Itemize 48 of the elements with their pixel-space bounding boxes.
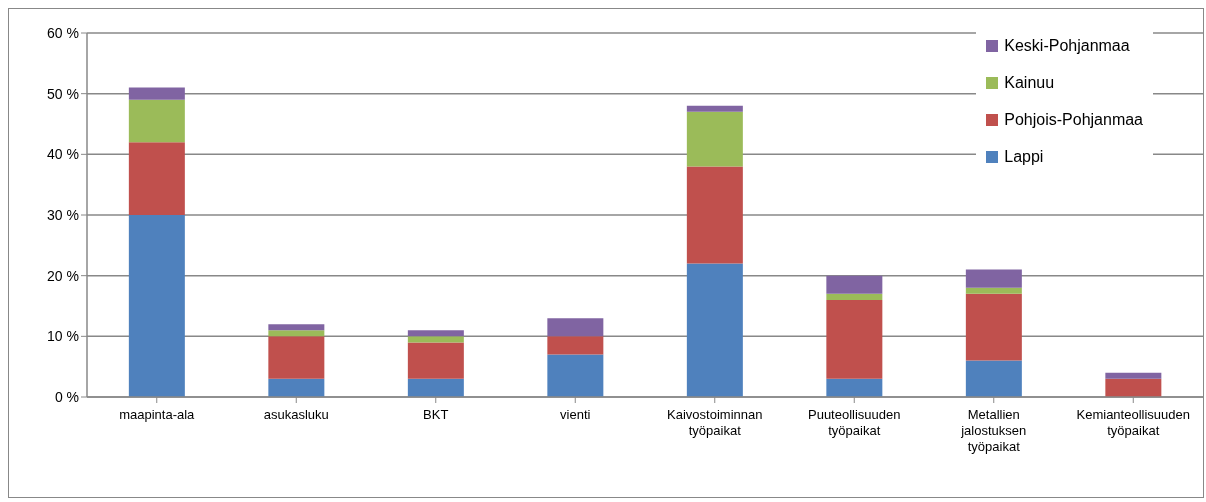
x-tick-label: vienti <box>560 407 591 422</box>
x-tick-label: Metallien jalostuksen työpaikat <box>960 407 1027 454</box>
bar <box>1105 372 1162 379</box>
bar <box>686 166 743 264</box>
legend-label: Keski-Pohjanmaa <box>1004 36 1130 55</box>
bar <box>686 111 743 167</box>
bar <box>547 336 604 355</box>
bar <box>268 378 325 397</box>
y-tick-label: 50 % <box>47 85 79 102</box>
bar <box>407 336 464 343</box>
bar <box>1105 378 1162 397</box>
y-tick-label: 20 % <box>47 267 79 284</box>
bar <box>826 275 883 294</box>
bar <box>268 330 325 337</box>
bar <box>826 299 883 379</box>
bar <box>547 354 604 397</box>
bar <box>128 142 185 215</box>
legend-label: Kainuu <box>1004 73 1055 92</box>
legend-label: Lappi <box>1004 147 1044 166</box>
bar <box>128 87 185 100</box>
bar <box>128 99 185 143</box>
bar <box>826 293 883 300</box>
bar <box>826 378 883 397</box>
bar <box>268 324 325 331</box>
bar <box>547 318 604 337</box>
bar <box>965 360 1022 397</box>
y-tick-label: 60 % <box>47 24 79 41</box>
bar <box>128 215 185 397</box>
bar <box>407 378 464 397</box>
bar <box>965 293 1022 361</box>
y-tick-label: 40 % <box>47 146 79 163</box>
x-tick-label: Kemianteollisuuden työpaikat <box>1076 407 1190 438</box>
x-tick-label: Kaivostoiminnan työpaikat <box>667 407 763 438</box>
y-tick-label: 10 % <box>47 328 79 345</box>
bar <box>407 330 464 337</box>
x-tick-label: Puuteollisuuden työpaikat <box>807 407 901 438</box>
bar <box>268 336 325 379</box>
x-tick-label: maapinta-ala <box>119 407 196 422</box>
bar <box>965 287 1022 294</box>
y-tick-label: 0 % <box>54 388 79 405</box>
x-tick-label: BKT <box>423 407 449 422</box>
bar <box>965 269 1022 288</box>
bar <box>686 105 743 112</box>
legend-label: Pohjois-Pohjanmaa <box>1004 110 1143 129</box>
bar <box>686 263 743 397</box>
y-tick-label: 30 % <box>47 206 79 223</box>
bar <box>407 342 464 379</box>
x-tick-label: asukasluku <box>263 407 329 422</box>
